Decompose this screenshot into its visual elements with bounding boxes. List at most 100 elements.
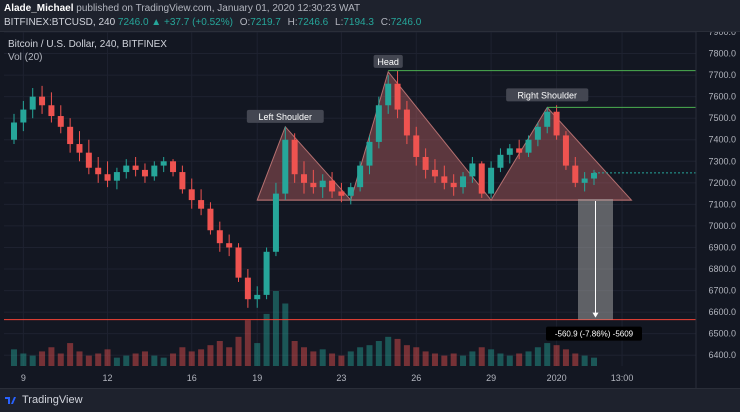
pattern-labels: Left Shoulder Head Right Shoulder xyxy=(246,54,589,123)
volume-bar xyxy=(216,341,223,366)
price-tick-label: 7000.0 xyxy=(708,221,736,231)
candle-body xyxy=(591,172,597,179)
volume-bar xyxy=(20,353,27,366)
volume-bar xyxy=(525,351,532,366)
volume-bar xyxy=(244,320,251,366)
candle-body xyxy=(581,178,588,183)
volume-bar xyxy=(394,338,401,366)
volume-bar xyxy=(198,349,205,366)
volume-bar xyxy=(160,357,167,366)
left-shoulder-label-bg xyxy=(246,109,324,123)
candle-body xyxy=(497,154,504,168)
volume-bar xyxy=(375,341,382,366)
candle-body xyxy=(179,172,186,190)
candle-body xyxy=(226,243,233,248)
time-tick-label: 12 xyxy=(103,373,113,383)
footer-bar: TradingView xyxy=(0,388,740,412)
measure-arrow-head xyxy=(592,312,599,318)
candle-body xyxy=(141,169,148,177)
up-arrow-icon: ▲ xyxy=(151,17,162,28)
publication-header: Alade_Michael published on TradingView.c… xyxy=(0,0,740,32)
candle-body xyxy=(95,167,102,175)
close-label: C: xyxy=(380,17,391,28)
candle-body xyxy=(76,144,83,153)
candle-body xyxy=(67,126,74,145)
candle-body xyxy=(450,182,457,188)
volume-bar xyxy=(460,355,467,366)
volume-bar xyxy=(291,341,298,366)
candle-body xyxy=(441,176,448,183)
right-shoulder-label: Right Shoulder xyxy=(517,90,577,100)
candle-body xyxy=(338,191,345,196)
price-tick-label: 6400.0 xyxy=(708,350,736,360)
candle-body xyxy=(272,193,279,252)
candle-body xyxy=(11,122,17,140)
candle-body xyxy=(20,109,27,123)
volume-bar xyxy=(441,355,448,366)
volume-bar xyxy=(76,351,83,366)
price-tick-label: 6800.0 xyxy=(708,264,736,274)
candle-body xyxy=(301,174,307,183)
volume-bar xyxy=(95,353,102,366)
volume-bar xyxy=(151,355,158,366)
candle-body xyxy=(85,152,92,168)
volume-bar xyxy=(319,349,326,366)
price-change: +37.7 (+0.52%) xyxy=(163,17,233,28)
candle-body xyxy=(562,135,569,166)
candle-body xyxy=(385,83,392,106)
volume-bar xyxy=(67,343,74,366)
candle-body xyxy=(553,111,560,136)
candle-body xyxy=(357,165,364,188)
volume-bar xyxy=(123,355,130,366)
time-axis[interactable]: 9 12 16 19 23 26 29 2020 13:00 xyxy=(21,373,633,383)
chart-legend: Bitcoin / U.S. Dollar, 240, BITFINEX Vol… xyxy=(8,38,167,64)
time-tick-label: 9 xyxy=(21,373,26,383)
tradingview-logo-icon[interactable] xyxy=(5,395,18,406)
candle-body xyxy=(534,126,541,140)
candle-body xyxy=(525,139,532,153)
price-tick-label: 7500.0 xyxy=(708,113,736,123)
volume-bar xyxy=(544,343,551,366)
volume-bar xyxy=(39,351,46,366)
volume-bar xyxy=(310,351,317,366)
volume-bars xyxy=(11,291,597,366)
candlestick-series xyxy=(11,70,597,308)
volume-bar xyxy=(329,353,336,366)
candle-body xyxy=(413,135,420,157)
volume-bar xyxy=(385,336,392,366)
price-tick-label: 6500.0 xyxy=(708,329,736,339)
volume-bar xyxy=(403,345,410,366)
candle-body xyxy=(198,200,205,209)
candle-body xyxy=(422,156,429,170)
price-tick-label: 7100.0 xyxy=(708,199,736,209)
measure-label-bg xyxy=(546,326,642,341)
last-price: 7246.0 xyxy=(117,17,149,28)
price-tick-label: 6600.0 xyxy=(708,307,736,317)
volume-bar xyxy=(263,313,270,366)
volume-legend: Vol (20) xyxy=(8,52,43,63)
price-tick-label: 7800.0 xyxy=(708,49,736,59)
price-tick-label: 7400.0 xyxy=(708,135,736,145)
volume-bar xyxy=(207,345,214,366)
volume-bar xyxy=(413,347,420,366)
candle-body xyxy=(104,174,111,181)
volume-bar xyxy=(282,303,289,366)
volume-bar xyxy=(48,347,55,366)
volume-bar xyxy=(235,336,242,366)
brand-name[interactable]: TradingView xyxy=(22,394,83,406)
price-tick-label: 7900.0 xyxy=(708,32,736,37)
symbol-label: BITFINEX:BTCUSD, 240 xyxy=(4,17,116,28)
head-triangle xyxy=(350,70,493,201)
candle-body xyxy=(132,165,139,170)
volume-bar xyxy=(572,353,579,366)
candle-body xyxy=(188,189,195,201)
volume-bar xyxy=(188,351,195,366)
price-axis[interactable]: 6400.0 6500.0 6600.0 6700.0 6800.0 6900.0 7000… xyxy=(695,32,740,388)
candle-body xyxy=(216,230,223,244)
price-tick-label: 7600.0 xyxy=(708,92,736,102)
candle-body xyxy=(48,105,55,117)
author-name[interactable]: Alade_Michael xyxy=(4,3,74,14)
volume-bar xyxy=(497,353,504,366)
price-tick-label: 7200.0 xyxy=(708,178,736,188)
price-chart[interactable]: 7720.87550.27246.06565.329:41 -560.9 (-7… xyxy=(0,32,740,388)
